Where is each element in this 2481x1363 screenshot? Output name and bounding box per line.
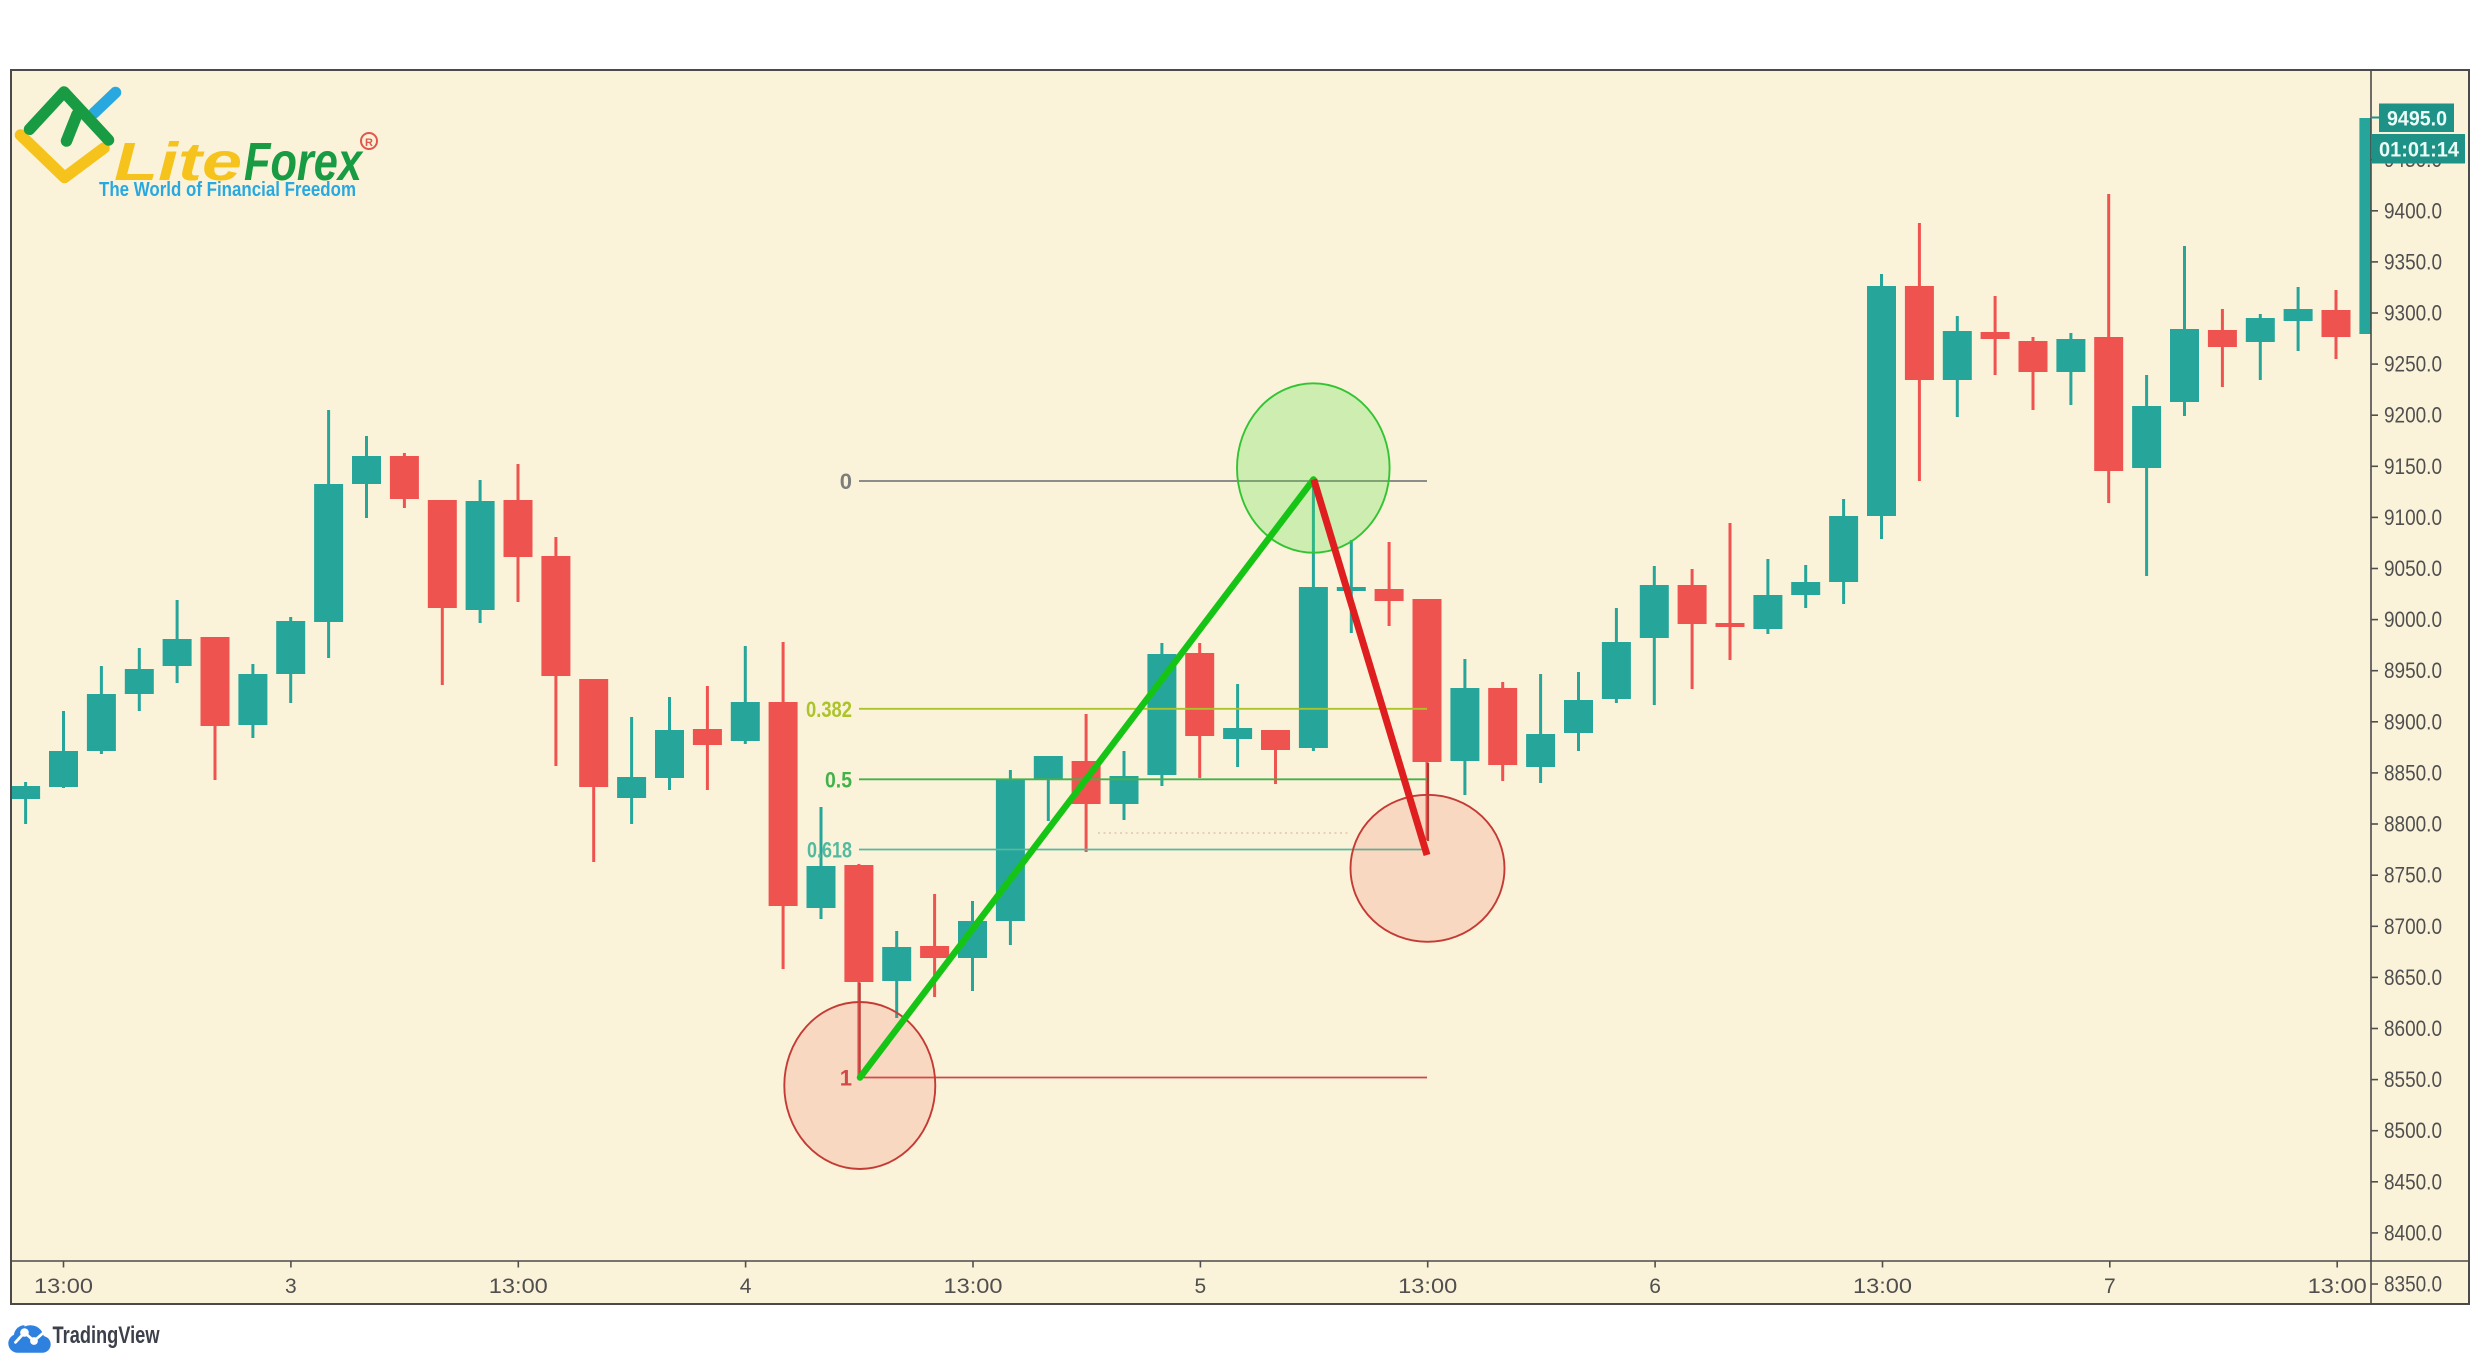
svg-text:TradingView: TradingView <box>53 1322 161 1349</box>
svg-text:13:00: 13:00 <box>944 1275 1003 1298</box>
svg-text:4: 4 <box>740 1275 752 1298</box>
svg-text:8550.0: 8550.0 <box>2384 1067 2442 1092</box>
svg-text:8600.0: 8600.0 <box>2384 1016 2442 1041</box>
svg-text:9200.0: 9200.0 <box>2384 403 2442 428</box>
svg-text:0: 0 <box>840 469 852 494</box>
svg-text:13:00: 13:00 <box>1398 1275 1457 1298</box>
svg-text:8400.0: 8400.0 <box>2384 1220 2442 1245</box>
svg-text:8350.0: 8350.0 <box>2384 1272 2442 1297</box>
svg-text:8800.0: 8800.0 <box>2384 812 2442 837</box>
svg-text:13:00: 13:00 <box>489 1275 548 1298</box>
svg-text:9000.0: 9000.0 <box>2384 607 2442 632</box>
svg-text:9050.0: 9050.0 <box>2384 556 2442 581</box>
svg-text:13:00: 13:00 <box>2308 1275 2367 1298</box>
svg-text:01:01:14: 01:01:14 <box>2379 139 2459 162</box>
svg-text:8700.0: 8700.0 <box>2384 914 2442 939</box>
svg-text:13:00: 13:00 <box>34 1275 93 1298</box>
svg-text:9350.0: 9350.0 <box>2384 249 2442 274</box>
svg-text:8650.0: 8650.0 <box>2384 965 2442 990</box>
svg-text:8450.0: 8450.0 <box>2384 1169 2442 1194</box>
svg-text:Lite: Lite <box>114 132 242 192</box>
svg-text:Forex: Forex <box>244 132 364 192</box>
svg-text:9300.0: 9300.0 <box>2384 301 2442 326</box>
svg-text:8850.0: 8850.0 <box>2384 760 2442 785</box>
svg-text:0.5: 0.5 <box>825 767 852 792</box>
svg-text:0.382: 0.382 <box>806 697 852 722</box>
svg-text:9100.0: 9100.0 <box>2384 505 2442 530</box>
svg-text:5: 5 <box>1195 1275 1207 1298</box>
svg-text:9250.0: 9250.0 <box>2384 352 2442 377</box>
svg-text:1: 1 <box>840 1066 852 1091</box>
svg-text:6: 6 <box>1649 1275 1661 1298</box>
svg-text:0.618: 0.618 <box>807 838 852 863</box>
svg-text:The World of Financial Freedom: The World of Financial Freedom <box>99 178 356 201</box>
svg-text:3: 3 <box>285 1275 297 1298</box>
svg-text:R: R <box>365 137 373 149</box>
svg-text:7: 7 <box>2104 1275 2116 1298</box>
svg-text:9400.0: 9400.0 <box>2384 198 2442 223</box>
svg-text:9150.0: 9150.0 <box>2384 454 2442 479</box>
svg-text:8950.0: 8950.0 <box>2384 658 2442 683</box>
svg-text:8500.0: 8500.0 <box>2384 1118 2442 1143</box>
svg-text:9495.0: 9495.0 <box>2387 108 2447 131</box>
svg-text:13:00: 13:00 <box>1853 1275 1912 1298</box>
svg-text:8750.0: 8750.0 <box>2384 863 2442 888</box>
svg-text:8900.0: 8900.0 <box>2384 709 2442 734</box>
